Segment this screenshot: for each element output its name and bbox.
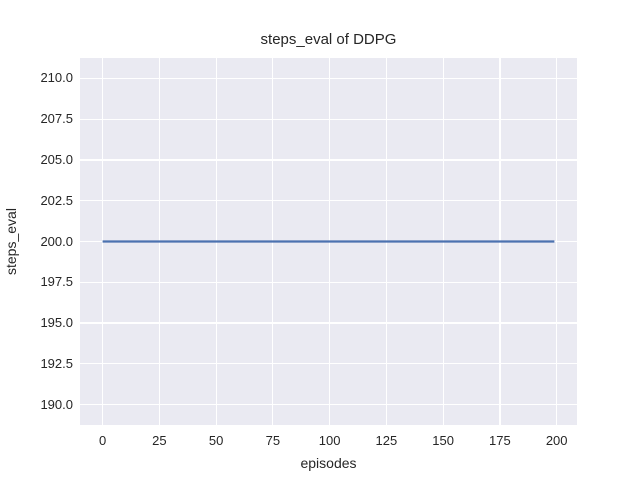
gridline-horizontal [80, 159, 577, 161]
y-tick-label: 210.0 [40, 70, 73, 86]
x-tick-label: 50 [208, 433, 224, 448]
x-tick-label: 175 [489, 433, 511, 448]
gridline-horizontal [80, 404, 577, 406]
chart-title: steps_eval of DDPG [260, 31, 397, 48]
y-tick-label: 190.0 [40, 396, 73, 412]
y-tick-label: 197.5 [40, 274, 73, 290]
y-tick-label: 200.0 [40, 233, 73, 249]
y-tick-label: 195.0 [40, 315, 73, 331]
x-tick-label: 75 [265, 433, 281, 448]
gridline-horizontal [80, 118, 577, 120]
y-tick-label: 192.5 [40, 355, 73, 371]
gridline-horizontal [80, 200, 577, 202]
x-tick-label: 125 [375, 433, 398, 448]
x-tick-label: 150 [432, 433, 454, 448]
plot-area [80, 58, 577, 425]
gridline-horizontal [80, 322, 577, 324]
y-tick-label: 207.5 [40, 111, 73, 127]
gridline-horizontal [80, 77, 577, 79]
x-tick-label: 100 [318, 433, 341, 448]
y-tick-label: 205.0 [40, 151, 73, 167]
gridline-horizontal [80, 363, 577, 365]
y-tick-label: 202.5 [40, 192, 73, 208]
gridline-horizontal [80, 281, 577, 283]
x-tick-label: 0 [98, 433, 107, 448]
x-tick-label: 25 [152, 433, 167, 448]
x-axis-label: episodes [300, 455, 357, 471]
series-layer [102, 240, 555, 243]
x-tick-label: 200 [545, 433, 568, 448]
